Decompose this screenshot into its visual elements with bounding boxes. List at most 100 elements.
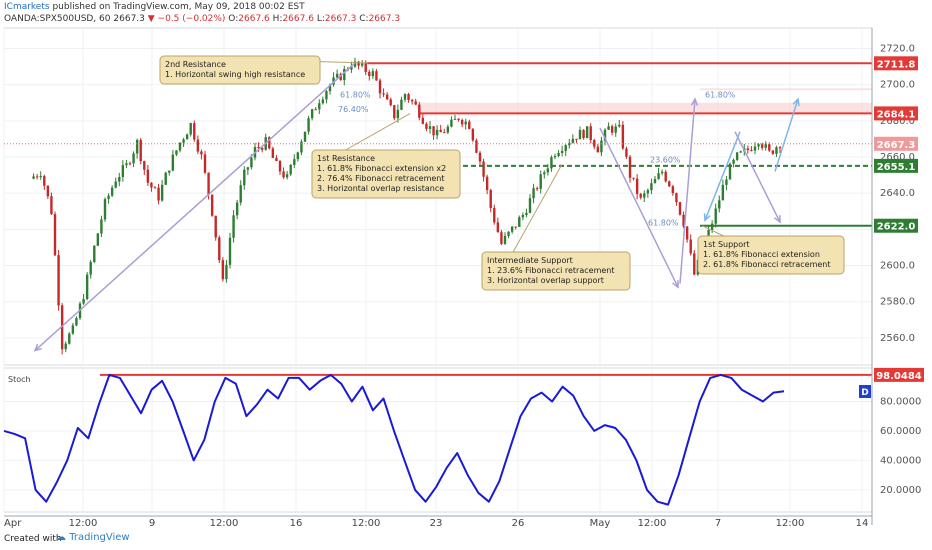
x-tick-label: 9 [149, 518, 155, 529]
chart-header: ICmarkets published on TradingView.com, … [0, 0, 932, 28]
annotation-text: Intermediate Support [487, 256, 573, 265]
candle-body [360, 63, 364, 66]
candle-body [382, 93, 385, 95]
candle-body [450, 119, 453, 127]
candle-body [646, 190, 650, 194]
candle-body [385, 94, 389, 100]
annotation-text: 1st Resistance [317, 154, 375, 163]
candle-body [393, 105, 396, 119]
candle-body [550, 157, 553, 169]
open-label: O: [228, 14, 239, 24]
arrow-down-may-head [672, 280, 679, 289]
candle-body [543, 172, 546, 175]
annotation-text: 1. Horizontal swing high resistance [165, 70, 305, 79]
candle-body [575, 138, 578, 140]
projection-arrows [33, 62, 800, 352]
annotation-pointer [341, 113, 411, 153]
candle-body [485, 176, 489, 191]
candle-body [428, 126, 432, 129]
high-value: 2667.6 [282, 14, 314, 24]
candle-body [739, 151, 742, 153]
candle-body [671, 186, 675, 194]
candle-body [457, 118, 460, 120]
publisher-name[interactable]: ICmarkets [4, 2, 50, 12]
fib-label: 61.80% [705, 90, 736, 99]
candle-body [753, 146, 757, 151]
candle-body [89, 261, 92, 275]
x-tick-label: 14 [856, 518, 869, 529]
candle-body [364, 63, 367, 72]
candle-body [721, 184, 725, 201]
candle-body [289, 164, 292, 175]
change-value: ▼ −0.5 (−0.02%) [147, 14, 226, 24]
candle-body [746, 148, 750, 151]
candle-body [582, 130, 585, 139]
x-tick-label: 23 [430, 518, 443, 529]
candle-body [400, 99, 403, 110]
candle-body [32, 176, 35, 179]
x-tick-label: 12:00 [776, 518, 805, 529]
candle-body [168, 170, 171, 173]
candle-body [443, 132, 446, 134]
candle-body [725, 179, 728, 185]
candle-body [200, 151, 203, 155]
candle-body [596, 146, 600, 153]
candle-body [182, 139, 185, 143]
candle-body [500, 232, 503, 244]
arrow-down-may [599, 127, 679, 288]
candle-body [514, 226, 517, 228]
candle-body [628, 156, 632, 178]
stoch-level-box [874, 367, 924, 382]
y-tick-label: 2600.0 [880, 261, 915, 272]
candle-body [768, 144, 771, 151]
annotation-box [159, 55, 321, 85]
stoch-badge-text: D [861, 388, 868, 398]
candle-body [189, 123, 192, 135]
arrow-up-may [679, 99, 696, 284]
candle-body [764, 144, 767, 148]
candle-body [335, 73, 339, 78]
candle-body [682, 214, 685, 227]
close-label: C: [359, 14, 369, 24]
candle-body [571, 138, 575, 143]
candle-body [296, 152, 300, 160]
candle-body [371, 71, 375, 77]
candle-body [221, 260, 225, 280]
candle-body [318, 103, 321, 110]
ohlc-line: OANDA:SPX500USD, 60 2667.3 ▼ −0.5 (−0.02… [4, 14, 400, 24]
candle-body [35, 176, 39, 178]
fib-zone-top [700, 88, 872, 91]
price-levels: 61.80% 76.40% 61.80% 23.60% 61.80% [4, 62, 872, 228]
candle-body [103, 199, 107, 220]
candle-body [146, 169, 150, 183]
y-tick-label: 2680.0 [880, 116, 915, 127]
candle-body [150, 182, 153, 188]
arrow-down-proj [734, 131, 781, 223]
candle-body [468, 121, 471, 129]
candle-body [435, 129, 439, 136]
candle-body [418, 104, 421, 118]
candle-body [143, 161, 146, 170]
candle-body [668, 181, 671, 187]
candle-body [578, 130, 582, 140]
x-tick-label: 12:00 [69, 518, 98, 529]
candle-body [553, 156, 557, 158]
candle-body [771, 150, 775, 154]
candle-body [493, 208, 496, 223]
annotation-text: 3. Horizontal overlap support [487, 276, 604, 285]
candle-body [778, 147, 782, 149]
symbol-label[interactable]: OANDA:SPX500USD, 60 [4, 14, 111, 24]
stoch-tick-label: 80.0000 [880, 396, 921, 407]
candle-body [507, 231, 510, 236]
tradingview-logo[interactable]: ☁ TradingView [56, 532, 130, 543]
candle-body [275, 157, 278, 162]
candle-body [521, 214, 525, 218]
price-label-current: 2667.3 [874, 136, 918, 151]
candle-body [439, 129, 442, 133]
candle-body [510, 226, 514, 232]
arrow-long-trend [34, 62, 356, 352]
candle-body [157, 187, 160, 201]
candle-body [300, 141, 303, 153]
